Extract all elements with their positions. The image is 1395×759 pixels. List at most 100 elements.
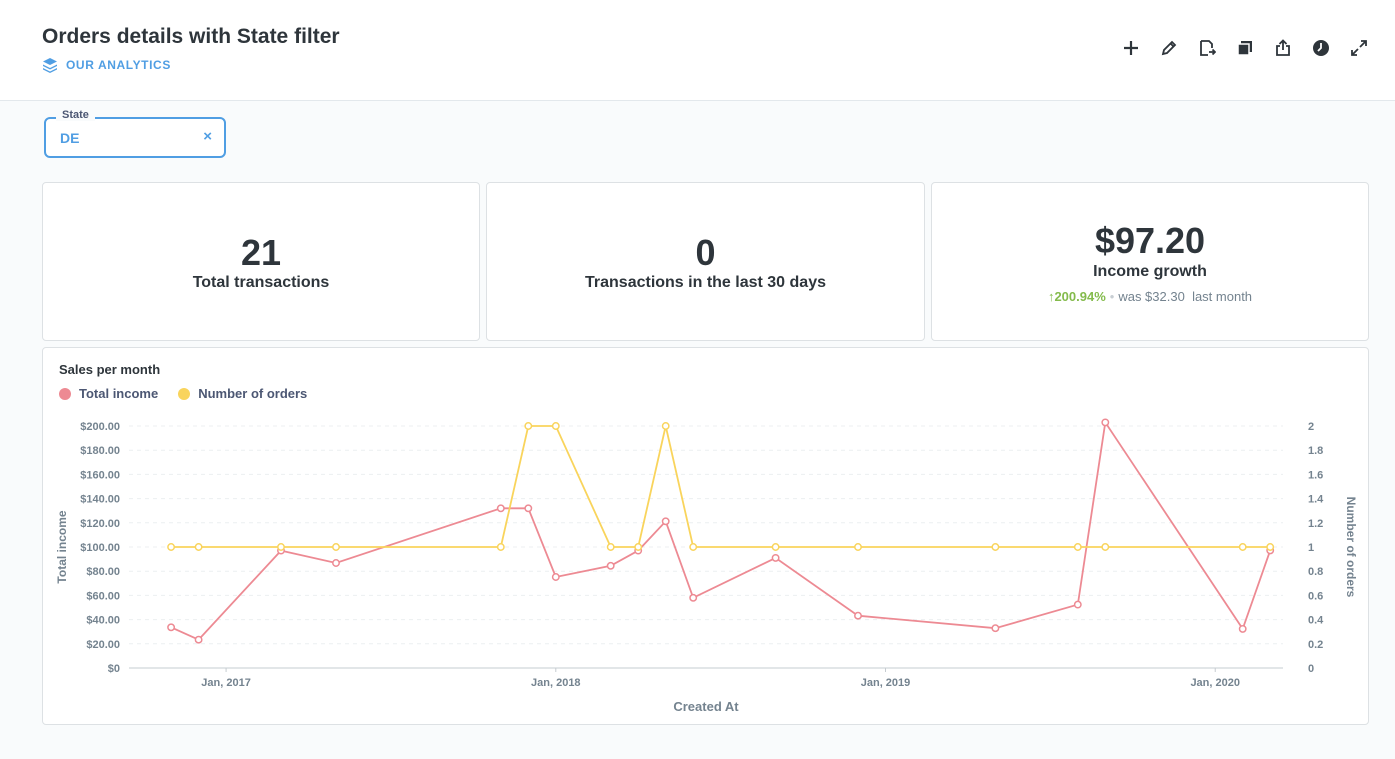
clock-icon[interactable]	[1309, 36, 1333, 60]
data-point-income[interactable]	[689, 593, 698, 602]
data-point-income[interactable]	[661, 517, 670, 526]
share-icon[interactable]	[1271, 36, 1295, 60]
data-point-income[interactable]	[1073, 600, 1082, 609]
y-tick-label: $80.00	[86, 566, 120, 578]
data-point-income[interactable]	[194, 635, 203, 644]
data-point-orders[interactable]	[332, 543, 340, 551]
data-point-income[interactable]	[1101, 418, 1110, 427]
y-tick-label: $0	[108, 663, 120, 675]
legend-dot	[178, 387, 191, 400]
fullscreen-icon[interactable]	[1347, 36, 1371, 60]
x-tick-label: Jan, 2017	[201, 677, 251, 689]
data-point-income[interactable]	[854, 611, 862, 620]
legend-item-income[interactable]: Total income	[59, 386, 158, 401]
series-line-income	[170, 419, 1272, 641]
data-point-orders[interactable]	[194, 543, 203, 551]
data-point-income[interactable]	[991, 624, 1000, 633]
y-axis-label: Total income	[55, 510, 69, 583]
pencil-icon[interactable]	[1157, 36, 1181, 60]
data-point-orders[interactable]	[661, 422, 670, 430]
dashboard-header: Orders details with State filter OUR ANA…	[0, 0, 1395, 101]
y2-tick-label: 2	[1308, 421, 1314, 433]
data-point-orders[interactable]	[771, 543, 780, 551]
y2-tick-label: 0.4	[1308, 615, 1324, 627]
data-point-orders[interactable]	[1238, 543, 1247, 551]
previous-period: last month	[1192, 289, 1253, 304]
y-tick-label: $100.00	[80, 542, 120, 554]
duplicate-icon[interactable]	[1233, 36, 1257, 60]
legend-label: Number of orders	[198, 386, 308, 401]
x-axis-label: Created At	[673, 699, 739, 714]
metric-label: Income growth	[1093, 263, 1207, 280]
y-tick-label: $160.00	[80, 469, 120, 481]
collection-icon	[43, 58, 57, 73]
y2-tick-label: 1.4	[1308, 494, 1324, 506]
collection-name: OUR ANALYTICS	[66, 58, 171, 72]
separator-dot: •	[1109, 289, 1115, 304]
x-tick-label: Jan, 2020	[1190, 677, 1240, 689]
data-point-income[interactable]	[496, 504, 505, 513]
legend-item-orders[interactable]: Number of orders	[178, 386, 307, 401]
series-line-orders	[171, 425, 1271, 548]
y2-tick-label: 1.2	[1308, 518, 1323, 530]
metric-card-income-growth[interactable]: $97.20 Income growth ↑200.94% • was $32.30…	[931, 182, 1369, 341]
metric-card-total-transactions[interactable]: 21 Total transactions	[42, 182, 480, 341]
chart-card-sales-per-month[interactable]: Sales per month Total income Number of o…	[42, 347, 1369, 725]
data-point-orders[interactable]	[277, 543, 285, 551]
close-icon[interactable]: ×	[203, 128, 212, 145]
y2-tick-label: 0.6	[1308, 590, 1323, 602]
legend-label: Total income	[79, 386, 159, 401]
metric-label: Transactions in the last 30 days	[585, 274, 826, 291]
plus-icon[interactable]	[1119, 36, 1143, 60]
y2-tick-label: 0.8	[1308, 566, 1323, 578]
y-tick-label: $180.00	[80, 445, 120, 457]
data-point-orders[interactable]	[167, 543, 176, 551]
y-tick-label: $120.00	[80, 518, 120, 530]
sales-chart: $0 $20.00 $40.00 $60.00 $80.00 $100.00 $120.00…	[55, 418, 1358, 714]
legend-dot	[59, 387, 71, 400]
data-point-orders[interactable]	[606, 543, 615, 551]
previous-value: was $32.30	[1118, 289, 1185, 304]
filter-value: DE	[60, 130, 80, 146]
y-tick-label: $20.00	[86, 639, 120, 651]
data-point-orders[interactable]	[1073, 543, 1082, 551]
y-tick-label: $140.00	[80, 494, 120, 506]
y2-tick-label: 1.8	[1308, 445, 1323, 457]
metric-value: 0	[695, 232, 716, 273]
data-point-orders[interactable]	[689, 543, 698, 551]
data-point-income[interactable]	[1238, 624, 1247, 633]
state-filter[interactable]: State DE ×	[44, 109, 226, 158]
data-point-income[interactable]	[332, 559, 340, 567]
data-point-orders[interactable]	[496, 543, 505, 551]
y2-tick-label: 1	[1308, 542, 1314, 554]
y-tick-label: $60.00	[86, 590, 120, 602]
data-point-income[interactable]	[524, 504, 533, 513]
y2-tick-label: 0	[1308, 663, 1314, 675]
data-point-orders[interactable]	[991, 543, 1000, 551]
data-point-orders[interactable]	[1101, 543, 1110, 551]
growth-percent: 200.94%	[1054, 289, 1106, 304]
data-point-income[interactable]	[771, 553, 780, 562]
chart-title[interactable]: Sales per month	[59, 362, 161, 377]
data-point-orders[interactable]	[634, 543, 643, 551]
metric-card-last-30-days[interactable]: 0 Transactions in the last 30 days	[486, 182, 925, 341]
add-to-dashboard-icon[interactable]	[1195, 36, 1219, 60]
y2-tick-label: 0.2	[1308, 639, 1323, 651]
data-point-orders[interactable]	[524, 422, 533, 430]
data-point-orders[interactable]	[551, 422, 560, 430]
data-point-income[interactable]	[606, 561, 615, 570]
x-tick-label: Jan, 2018	[531, 677, 581, 689]
arrow-up-icon: ↑	[1047, 289, 1055, 304]
metric-value: 21	[240, 232, 282, 273]
collection-link[interactable]: OUR ANALYTICS	[42, 57, 171, 73]
filter-label: State	[56, 109, 95, 121]
dashboard-toolbar	[1119, 36, 1371, 60]
data-point-orders[interactable]	[1266, 543, 1275, 551]
data-point-income[interactable]	[551, 573, 560, 581]
y-tick-label: $200.00	[80, 421, 120, 433]
chart-legend: Total income Number of orders	[59, 386, 307, 401]
data-point-income[interactable]	[167, 623, 176, 632]
data-point-orders[interactable]	[854, 543, 862, 551]
page-title: Orders details with State filter	[42, 25, 340, 48]
metric-label: Total transactions	[192, 274, 330, 291]
